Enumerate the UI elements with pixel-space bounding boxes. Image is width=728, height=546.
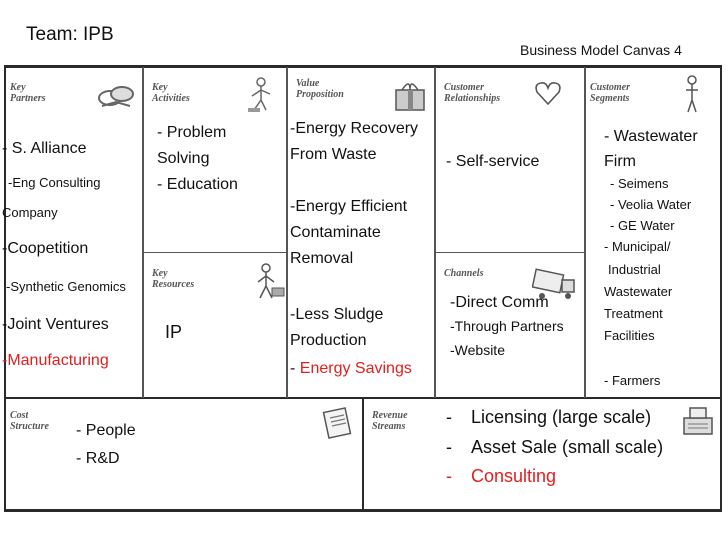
divider-activities-resources — [143, 252, 287, 253]
frame-left — [4, 65, 6, 512]
value-line-8-prefix: - — [290, 360, 300, 377]
revenue-consulting: Consulting — [471, 466, 557, 486]
block-label-key-resources: Key Resources — [152, 268, 194, 290]
partner-sub-company: Company — [2, 205, 58, 220]
segment-line-3: - Seimens — [610, 176, 669, 191]
segment-line-8: Wastewater — [604, 284, 673, 299]
label-line: Channels — [444, 268, 484, 279]
divider-value-relationships — [434, 67, 436, 398]
label-line: Segments — [590, 93, 630, 104]
label-line: Value — [296, 78, 320, 89]
revenue-licensing: Licensing (large scale) — [471, 407, 652, 427]
segment-line-6: - Municipal/ — [604, 239, 671, 254]
label-line: Key — [152, 268, 168, 279]
revenue-dash-1: - — [446, 407, 452, 427]
label-line: Customer — [444, 82, 485, 93]
revenue-dash-3: - — [446, 466, 452, 486]
channel-through-partners: -Through Partners — [450, 318, 564, 334]
value-line-7: Production — [290, 332, 367, 349]
partner-sub-synthetic-genomics: -Synthetic Genomics — [6, 279, 126, 294]
cost-people: - People — [76, 422, 136, 439]
partner-coopetition: -Coopetition — [2, 240, 89, 257]
label-line: Customer — [590, 82, 631, 93]
value-line-4: Contaminate — [290, 224, 381, 241]
block-label-cost-structure: Cost Structure — [10, 410, 49, 432]
value-line-6: -Less Sludge — [290, 306, 384, 323]
partner-joint-ventures: -Joint Ventures — [2, 316, 109, 333]
activity-line-1: - Problem — [157, 124, 227, 141]
worker-cart-icon — [257, 263, 285, 299]
divider-relationships-channels — [435, 252, 585, 253]
segment-line-11: - Farmers — [604, 373, 661, 388]
partner-sub-eng-consulting: -Eng Consulting — [8, 175, 101, 190]
block-label-key-partners: Key Partners — [10, 82, 46, 104]
value-energy-savings: Energy Savings — [299, 360, 412, 377]
segment-line-10: Facilities — [604, 328, 655, 343]
segment-line-2: Firm — [604, 153, 636, 170]
value-line-3: -Energy Efficient — [290, 198, 408, 215]
activity-line-3: - Education — [157, 176, 238, 193]
label-line: Structure — [10, 421, 49, 432]
value-line-5: Removal — [290, 250, 354, 267]
cash-register-icon — [683, 407, 713, 435]
label-line: Relationships — [444, 93, 501, 104]
value-line-1: -Energy Recovery — [290, 120, 419, 137]
receipt-icon — [322, 407, 352, 439]
divider-relationships-segments — [584, 67, 586, 398]
segment-line-9: Treatment — [604, 306, 663, 321]
activity-line-2: Solving — [157, 150, 210, 167]
block-label-customer-relationships: Customer Relationships — [444, 82, 500, 104]
frame-right — [720, 65, 722, 512]
heart-icon — [535, 82, 561, 106]
label-line: Cost — [10, 410, 29, 421]
divider-partners-activities — [142, 67, 144, 398]
label-line: Revenue — [372, 410, 408, 421]
divider-cost-revenue — [362, 398, 364, 510]
segment-line-7: Industrial — [608, 262, 661, 277]
resource-ip: IP — [165, 322, 183, 342]
value-line-2: From Waste — [290, 146, 377, 163]
block-label-channels: Channels — [444, 268, 483, 279]
revenue-asset-sale: Asset Sale (small scale) — [471, 437, 664, 457]
segment-line-5: - GE Water — [610, 218, 675, 233]
block-label-key-activities: Key Activities — [152, 82, 190, 104]
cost-rnd: - R&D — [76, 450, 120, 467]
label-line: Key — [152, 82, 168, 93]
frame-bottom — [4, 509, 722, 512]
block-label-value-proposition: Value Proposition — [296, 78, 344, 100]
label-line: Partners — [10, 93, 46, 104]
value-line-8: - Energy Savings — [290, 358, 412, 379]
handshake-icon — [98, 86, 134, 107]
partner-s-alliance: - S. Alliance — [2, 140, 87, 157]
label-line: Key — [10, 82, 26, 93]
worker-icon — [248, 77, 271, 112]
person-icon — [686, 75, 698, 113]
block-label-customer-segments: Customer Segments — [590, 82, 630, 104]
label-line: Streams — [372, 421, 406, 432]
frame-top — [4, 65, 722, 68]
label-line: Activities — [152, 93, 190, 104]
divider-activities-value — [286, 67, 288, 398]
label-line: Resources — [152, 279, 195, 290]
truck-icon — [532, 268, 575, 299]
block-label-revenue-streams: Revenue Streams — [372, 410, 408, 432]
segment-line-1: - Wastewater — [604, 128, 698, 145]
partner-manufacturing: -Manufacturing — [2, 352, 109, 369]
segment-line-4: - Veolia Water — [610, 197, 692, 212]
relationship-self-service: - Self-service — [446, 153, 540, 170]
label-line: Proposition — [296, 89, 344, 100]
channel-website: -Website — [450, 342, 505, 358]
team-title: Team: IPB — [26, 24, 114, 45]
revenue-dash-2: - — [446, 437, 452, 457]
channel-direct-comm: -Direct Comm — [450, 294, 549, 311]
gift-icon — [395, 83, 425, 111]
canvas-title: Business Model Canvas 4 — [520, 42, 682, 58]
